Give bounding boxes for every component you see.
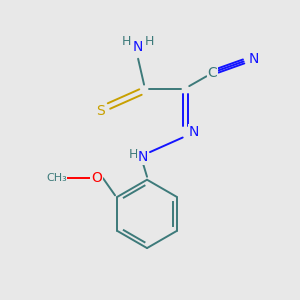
Text: N: N [189,124,199,139]
Text: H: H [122,35,131,48]
Text: O: O [91,171,102,185]
Text: N: N [249,52,259,66]
Text: C: C [208,66,217,80]
Text: CH₃: CH₃ [46,173,67,183]
Text: S: S [97,104,105,118]
Text: N: N [137,150,148,164]
Text: N: N [133,40,143,55]
Text: H: H [145,35,154,48]
Text: H: H [128,148,138,161]
